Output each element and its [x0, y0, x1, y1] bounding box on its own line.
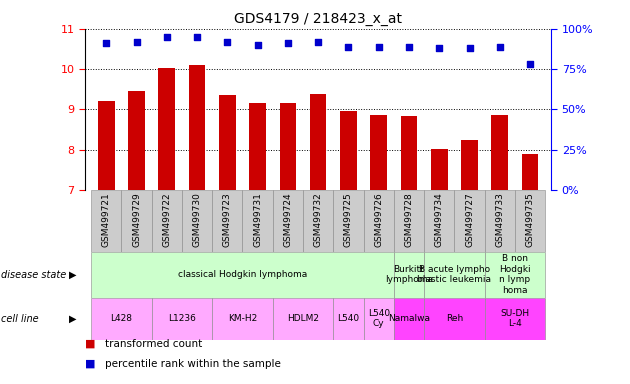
Bar	[273, 190, 303, 252]
Bar	[122, 190, 152, 252]
Text: GSM499733: GSM499733	[495, 192, 504, 247]
Bar	[128, 91, 145, 190]
Bar	[182, 190, 212, 252]
Bar	[243, 190, 273, 252]
Bar	[424, 298, 484, 340]
Text: KM-H2: KM-H2	[228, 314, 257, 323]
Point	[101, 40, 112, 46]
Text: Namalwa: Namalwa	[388, 314, 430, 323]
Point	[374, 43, 384, 50]
Bar	[394, 252, 424, 298]
Text: GSM499724: GSM499724	[284, 192, 292, 247]
Bar	[394, 298, 424, 340]
Text: GSM499725: GSM499725	[344, 192, 353, 247]
Bar	[484, 252, 545, 298]
Bar	[273, 298, 333, 340]
Text: GDS4179 / 218423_x_at: GDS4179 / 218423_x_at	[234, 12, 402, 25]
Text: GSM499731: GSM499731	[253, 192, 262, 247]
Text: ▶: ▶	[69, 270, 76, 280]
Bar	[370, 116, 387, 190]
Bar	[152, 298, 212, 340]
Text: GSM499735: GSM499735	[525, 192, 535, 247]
Bar	[491, 116, 508, 190]
Bar	[333, 190, 364, 252]
Point	[464, 45, 474, 51]
Bar	[249, 103, 266, 190]
Point	[162, 34, 172, 40]
Bar	[515, 190, 545, 252]
Point	[132, 39, 142, 45]
Text: transformed count: transformed count	[105, 339, 202, 349]
Bar	[280, 103, 296, 190]
Text: GSM499730: GSM499730	[193, 192, 202, 247]
Text: GSM499732: GSM499732	[314, 192, 323, 247]
Text: L540
Cy: L540 Cy	[368, 309, 390, 328]
Bar	[454, 190, 484, 252]
Bar	[333, 298, 364, 340]
Bar	[91, 298, 152, 340]
Bar	[401, 116, 417, 190]
Bar	[484, 190, 515, 252]
Bar	[212, 190, 243, 252]
Text: B acute lympho
blastic leukemia: B acute lympho blastic leukemia	[418, 265, 491, 284]
Text: ▶: ▶	[69, 314, 76, 324]
Text: GSM499729: GSM499729	[132, 192, 141, 247]
Bar	[394, 190, 424, 252]
Text: classical Hodgkin lymphoma: classical Hodgkin lymphoma	[178, 270, 307, 279]
Point	[253, 42, 263, 48]
Bar	[431, 149, 447, 190]
Text: cell line: cell line	[1, 314, 39, 324]
Point	[343, 43, 353, 50]
Text: SU-DH
L-4: SU-DH L-4	[500, 309, 529, 328]
Text: GSM499734: GSM499734	[435, 192, 444, 247]
Text: GSM499726: GSM499726	[374, 192, 383, 247]
Bar	[484, 298, 545, 340]
Bar	[424, 190, 454, 252]
Point	[222, 39, 232, 45]
Text: ■: ■	[85, 359, 96, 369]
Bar	[212, 298, 273, 340]
Text: Burkitt
lymphoma: Burkitt lymphoma	[385, 265, 433, 284]
Bar	[310, 94, 326, 190]
Text: L1236: L1236	[168, 314, 196, 323]
Text: disease state: disease state	[1, 270, 67, 280]
Bar	[461, 140, 478, 190]
Bar	[522, 154, 539, 190]
Text: L540: L540	[337, 314, 360, 323]
Bar	[98, 101, 115, 190]
Bar	[91, 190, 122, 252]
Bar	[364, 190, 394, 252]
Point	[192, 34, 202, 40]
Text: ■: ■	[85, 339, 96, 349]
Bar	[303, 190, 333, 252]
Point	[434, 45, 444, 51]
Point	[313, 39, 323, 45]
Bar	[152, 190, 182, 252]
Text: L428: L428	[110, 314, 132, 323]
Point	[404, 43, 414, 50]
Text: GSM499727: GSM499727	[465, 192, 474, 247]
Point	[525, 61, 535, 67]
Bar	[340, 111, 357, 190]
Text: Reh: Reh	[446, 314, 463, 323]
Text: percentile rank within the sample: percentile rank within the sample	[105, 359, 281, 369]
Bar	[159, 68, 175, 190]
Bar	[364, 298, 394, 340]
Point	[495, 43, 505, 50]
Bar	[424, 252, 484, 298]
Bar	[91, 252, 394, 298]
Bar	[189, 65, 205, 190]
Text: GSM499721: GSM499721	[101, 192, 111, 247]
Text: B non
Hodgki
n lymp
homa: B non Hodgki n lymp homa	[499, 255, 530, 295]
Text: GSM499722: GSM499722	[163, 192, 171, 247]
Bar	[219, 95, 236, 190]
Text: GSM499728: GSM499728	[404, 192, 413, 247]
Point	[283, 40, 293, 46]
Text: GSM499723: GSM499723	[223, 192, 232, 247]
Text: HDLM2: HDLM2	[287, 314, 319, 323]
